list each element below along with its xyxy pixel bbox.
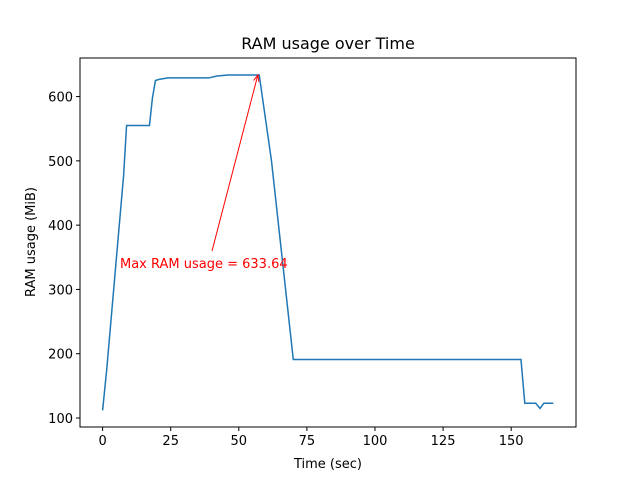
x-axis-label: Time (sec) <box>293 457 362 472</box>
x-tick-label: 50 <box>231 434 248 449</box>
line-series <box>101 74 554 411</box>
x-tick-label: 25 <box>162 434 179 449</box>
x-tick-label: 0 <box>98 434 106 449</box>
y-tick-label: 500 <box>48 155 73 170</box>
x-tick-label: 100 <box>363 434 388 449</box>
y-tick-label: 600 <box>48 91 73 106</box>
y-tick-label: 400 <box>48 219 73 234</box>
plot-frame <box>79 57 577 428</box>
y-axis-label: RAM usage (MiB) <box>24 187 39 297</box>
x-tick-label: 75 <box>299 434 316 449</box>
annotation-arrow <box>211 74 259 252</box>
chart-title: RAM usage over Time <box>241 34 415 53</box>
y-tick-label: 300 <box>48 283 73 298</box>
annotation-arrowhead <box>253 73 260 82</box>
y-tick-label: 100 <box>48 412 73 427</box>
x-tick-label: 125 <box>431 434 456 449</box>
x-tick-label: 150 <box>499 434 524 449</box>
annotation-text: Max RAM usage = 633.64 <box>120 257 288 272</box>
y-tick-label: 200 <box>48 348 73 363</box>
